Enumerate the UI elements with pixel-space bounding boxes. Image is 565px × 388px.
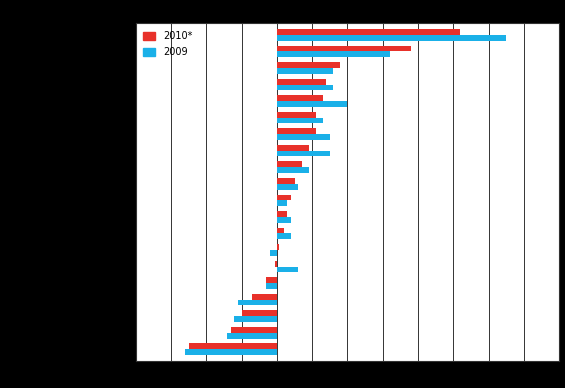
- Bar: [277, 161, 302, 167]
- Bar: [277, 200, 288, 206]
- Bar: [266, 277, 277, 283]
- Bar: [270, 250, 277, 256]
- Bar: [277, 228, 284, 234]
- Bar: [252, 294, 277, 300]
- Bar: [277, 184, 298, 190]
- Bar: [277, 52, 390, 57]
- Bar: [277, 145, 308, 151]
- Bar: [277, 35, 506, 41]
- Bar: [227, 333, 277, 338]
- Bar: [238, 300, 277, 305]
- Bar: [277, 118, 323, 123]
- Bar: [277, 211, 288, 217]
- Bar: [277, 128, 316, 134]
- Bar: [277, 101, 347, 107]
- Bar: [234, 316, 277, 322]
- Bar: [277, 267, 298, 272]
- Bar: [242, 310, 277, 316]
- Bar: [277, 79, 327, 85]
- Bar: [277, 134, 330, 140]
- Bar: [277, 85, 333, 90]
- Bar: [189, 343, 277, 349]
- Bar: [277, 29, 460, 35]
- Bar: [277, 151, 330, 156]
- Bar: [277, 68, 333, 74]
- Bar: [277, 217, 291, 223]
- Bar: [277, 46, 411, 51]
- Bar: [277, 234, 291, 239]
- Bar: [277, 244, 279, 250]
- Bar: [277, 95, 323, 101]
- Bar: [185, 349, 277, 355]
- Bar: [266, 283, 277, 289]
- Bar: [277, 167, 308, 173]
- Bar: [231, 327, 277, 333]
- Bar: [277, 194, 291, 200]
- Bar: [277, 62, 340, 68]
- Bar: [277, 178, 294, 184]
- Bar: [275, 261, 277, 267]
- Legend: 2010*, 2009: 2010*, 2009: [141, 28, 195, 60]
- Bar: [277, 112, 316, 118]
